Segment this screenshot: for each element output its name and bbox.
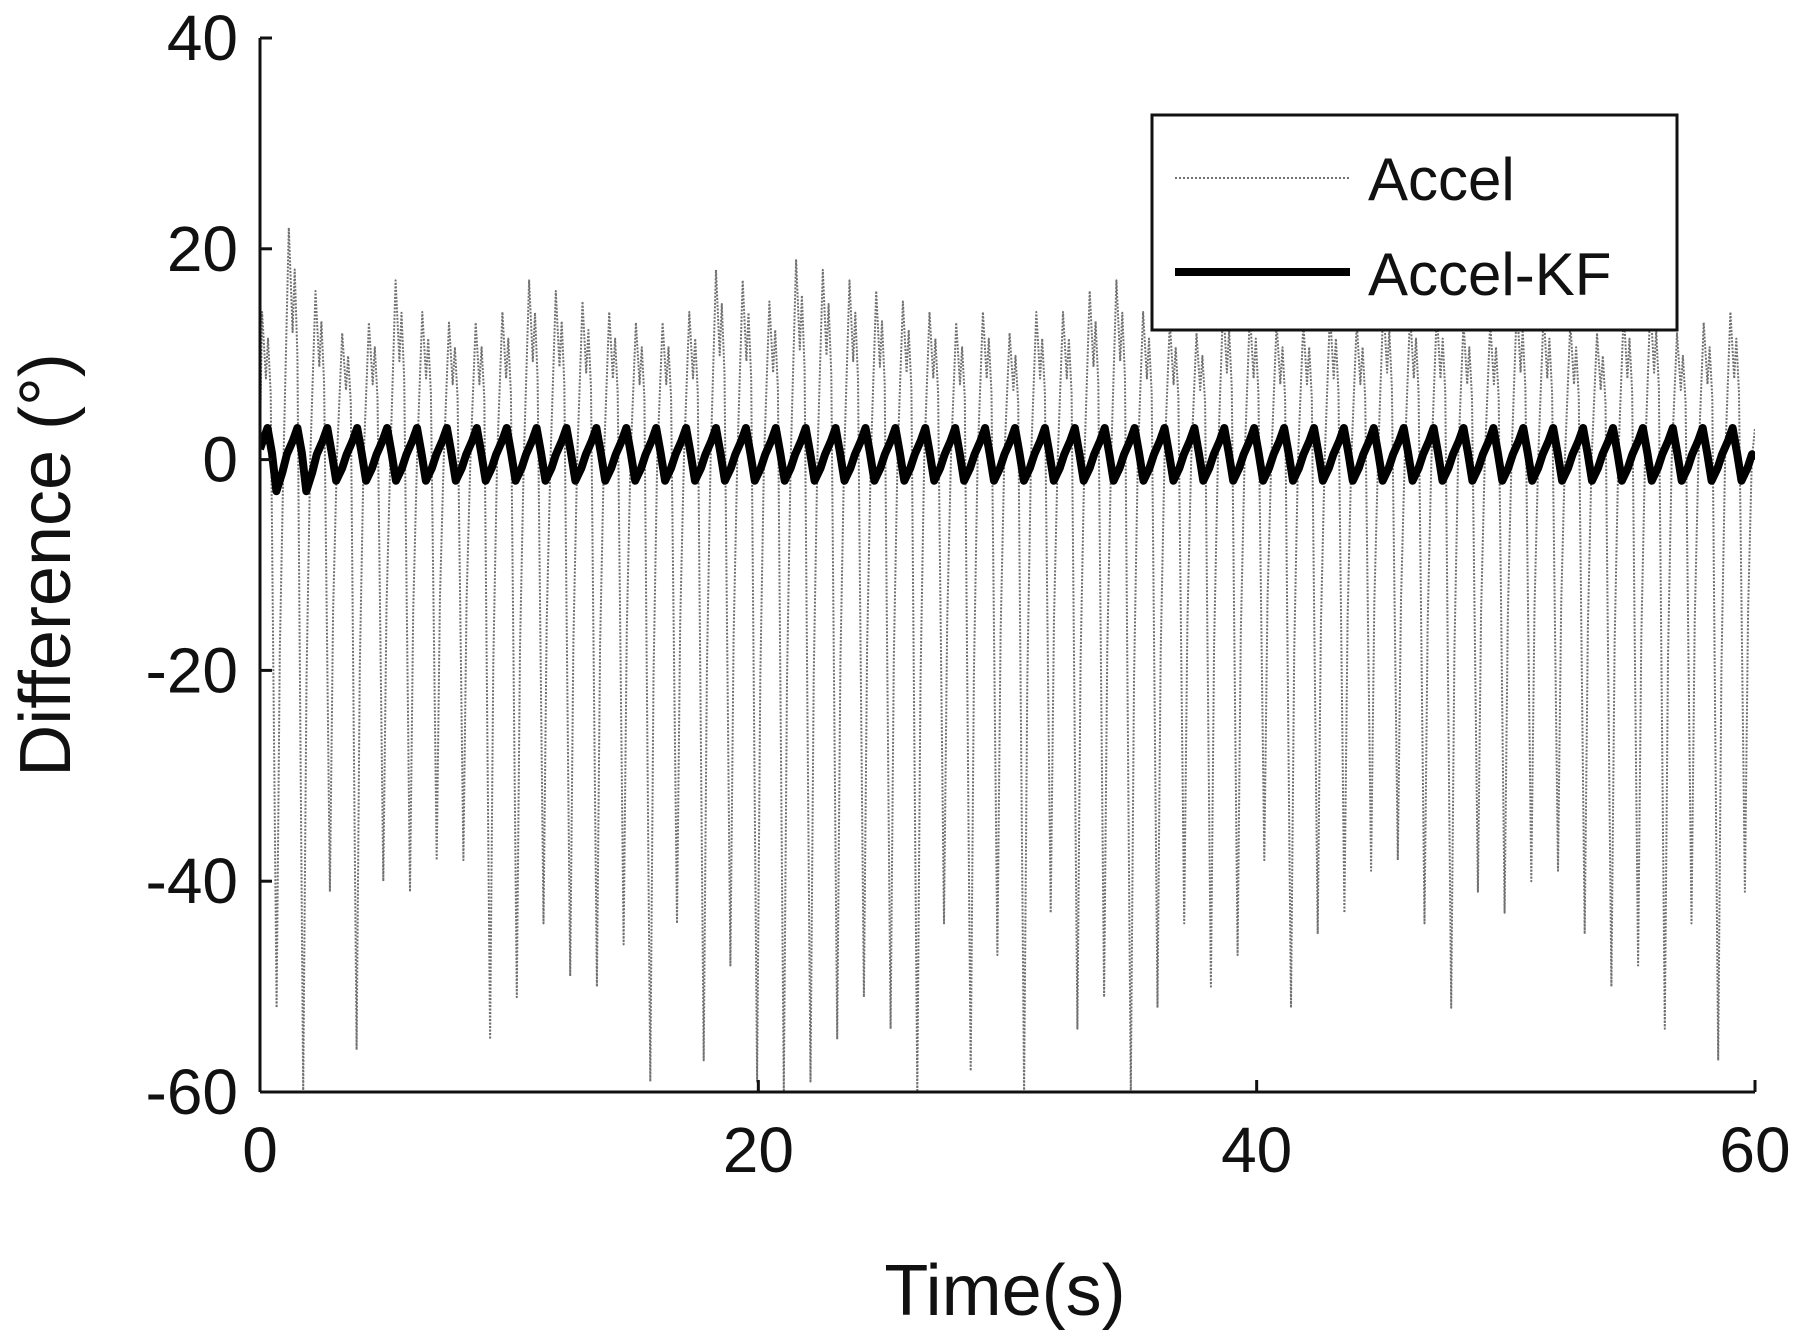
x-tick-label: 20	[723, 1114, 794, 1186]
legend: Accel Accel-KF	[1150, 113, 1679, 332]
series-line-accel-kf	[260, 424, 1755, 496]
legend-label-accel-kf: Accel-KF	[1368, 241, 1611, 308]
y-tick-label: 40	[167, 2, 238, 74]
series-line-accel	[260, 226, 1755, 1092]
axes	[258, 38, 1755, 1094]
plot-area	[260, 226, 1755, 1092]
x-tick-label: 60	[1719, 1114, 1790, 1186]
y-tick-label: -20	[146, 634, 239, 706]
y-tick-label: 20	[167, 213, 238, 285]
legend-label-accel: Accel	[1368, 146, 1515, 213]
legend-box	[1150, 113, 1679, 332]
y-tick-label: -60	[146, 1056, 239, 1128]
x-tick-label: 40	[1221, 1114, 1292, 1186]
y-axis-title: Difference (°)	[6, 353, 86, 777]
x-tick-label: 0	[242, 1114, 278, 1186]
y-tick-label: -40	[146, 845, 239, 917]
y-tick-label: 0	[202, 424, 238, 496]
x-axis-title: Time(s)	[884, 1251, 1125, 1331]
